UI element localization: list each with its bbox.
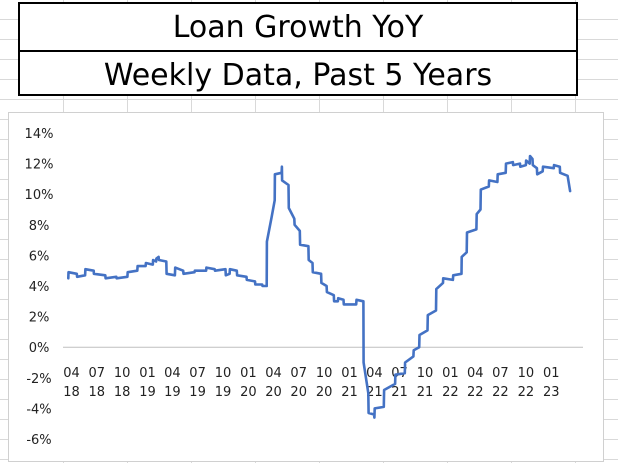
x-tick-label-year: 22: [442, 385, 459, 400]
y-tick-label: 14%: [25, 127, 54, 142]
x-tick-label-year: 20: [290, 385, 307, 400]
x-tick-label-month: 07: [290, 366, 307, 381]
x-tick-label-month: 01: [139, 366, 156, 381]
y-tick-label: 4%: [29, 280, 50, 295]
x-tick-label-year: 20: [240, 385, 257, 400]
x-tick-label-month: 10: [215, 366, 232, 381]
x-tick-label-year: 21: [391, 385, 408, 400]
x-tick-label-month: 04: [467, 366, 484, 381]
y-tick-label: 0%: [29, 341, 50, 356]
x-tick-label-year: 21: [341, 385, 358, 400]
x-tick-label-year: 19: [189, 385, 206, 400]
y-tick-label: 6%: [29, 249, 50, 264]
x-tick-label-year: 20: [265, 385, 282, 400]
x-tick-label-year: 19: [139, 385, 156, 400]
x-tick-label-year: 19: [164, 385, 181, 400]
x-tick-label-month: 07: [492, 366, 509, 381]
x-tick-label-month: 07: [88, 366, 105, 381]
y-tick-label: 10%: [25, 188, 54, 203]
chart-title: Loan Growth YoY: [172, 9, 424, 45]
x-tick-label-year: 22: [467, 385, 484, 400]
series-line: [66, 154, 572, 419]
x-tick-label-month: 10: [114, 366, 131, 381]
x-tick-label-year: 21: [366, 385, 383, 400]
x-tick-label-year: 19: [215, 385, 232, 400]
x-tick-label-month: 01: [543, 366, 560, 381]
x-tick-label-month: 10: [417, 366, 434, 381]
chart-subtitle: Weekly Data, Past 5 Years: [20, 50, 576, 98]
y-tick-label: -4%: [26, 402, 51, 417]
chart-area: 14% 12% 10% 8% 6% 4% 2% 0% -2% -4% -6% 04 18 07 18 10 18…: [8, 112, 604, 462]
x-tick-label-month: 10: [316, 366, 333, 381]
x-tick-label-year: 22: [518, 385, 535, 400]
x-tick-label-month: 04: [265, 366, 282, 381]
line-chart: 14% 12% 10% 8% 6% 4% 2% 0% -2% -4% -6% 04 18 07 18 10 18…: [25, 127, 583, 448]
x-tick-label-month: 01: [341, 366, 358, 381]
x-tick-label-year: 18: [88, 385, 105, 400]
x-tick-label-month: 04: [366, 366, 383, 381]
y-tick-label: -2%: [26, 372, 51, 387]
x-tick-label-year: 21: [417, 385, 434, 400]
x-tick-label-month: 04: [164, 366, 181, 381]
y-tick-label: 8%: [29, 219, 50, 234]
title-box: Loan Growth YoY Weekly Data, Past 5 Year…: [18, 2, 578, 96]
y-tick-label: 12%: [25, 158, 54, 173]
x-tick-label-month: 10: [518, 366, 535, 381]
x-tick-label-year: 20: [316, 385, 333, 400]
x-tick-label-year: 18: [114, 385, 131, 400]
x-tick-label-year: 22: [492, 385, 509, 400]
x-tick-label-month: 01: [442, 366, 459, 381]
y-tick-label: -6%: [26, 433, 51, 448]
x-tick-label-month: 07: [189, 366, 206, 381]
x-tick-label-month: 01: [240, 366, 257, 381]
y-tick-label: 2%: [29, 311, 50, 326]
x-tick-label-year: 18: [63, 385, 80, 400]
x-tick-label-month: 04: [63, 366, 80, 381]
x-tick-label-year: 23: [543, 385, 560, 400]
